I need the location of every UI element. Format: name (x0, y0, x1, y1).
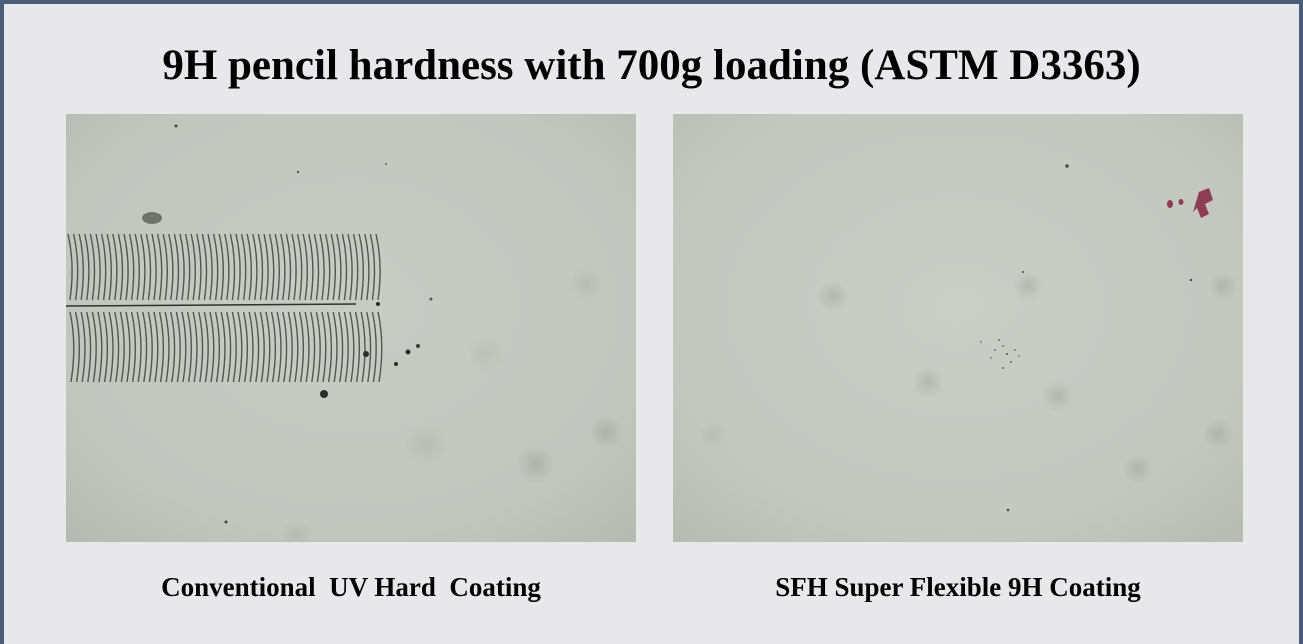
scratch-mark (358, 233, 366, 383)
scratch-mark (280, 233, 288, 383)
scratch-mark (291, 233, 299, 383)
scratch-mark (296, 233, 305, 383)
scratch-mark (207, 233, 215, 383)
scratch-mark (235, 233, 243, 383)
scratch-mark (274, 233, 282, 383)
slide-title: 9H pencil hardness with 700g loading (AS… (162, 42, 1141, 89)
scratch-mark (145, 233, 153, 383)
scratch-mark (173, 233, 181, 383)
scratch-mark (134, 233, 142, 383)
scratch-mark (67, 233, 75, 383)
scratch-mark (201, 233, 209, 383)
scratch-mark (341, 233, 349, 383)
scratch-mark (218, 233, 226, 383)
sfh-coating-photo (673, 114, 1243, 542)
scratch-mark (330, 233, 338, 383)
scratch-mark (308, 233, 316, 383)
scratch-mark (84, 233, 92, 383)
scratch-mark (224, 233, 232, 383)
scratch-mark (128, 233, 137, 383)
scratch-mark (252, 233, 260, 383)
scratch-mark (162, 233, 170, 383)
scratch-mark (229, 233, 237, 383)
scratch-mark (95, 233, 103, 383)
scratch-mark (100, 233, 109, 383)
scratch-mark (196, 233, 204, 383)
scratch-mark (268, 233, 277, 383)
scratch-mark (352, 233, 361, 383)
scratch-mark (179, 233, 187, 383)
scratch-mark (347, 233, 355, 383)
scratch-mark (78, 233, 86, 383)
scratch-mark (364, 233, 372, 383)
scratch-mark (285, 233, 293, 383)
scratch-mark (369, 233, 377, 383)
scratch-mark (212, 233, 221, 383)
scratch-mark (319, 233, 327, 383)
scratch-mark (324, 233, 333, 383)
scratch-mark (89, 233, 97, 383)
scratch-mark (106, 233, 114, 383)
scratch-mark (117, 233, 125, 383)
scratch-mark (112, 233, 120, 383)
scratch-mark (336, 233, 344, 383)
scratch-mark (156, 233, 165, 383)
conventional-coating-photo (66, 114, 636, 542)
scratch-mark (151, 233, 159, 383)
scratch-mark (313, 233, 321, 383)
conventional-coating-caption: Conventional UV Hard Coating (161, 572, 541, 602)
scratch-mark (263, 233, 271, 383)
scratch-mark (140, 233, 148, 383)
scratch-mark (240, 233, 249, 383)
scratch-mark (123, 233, 131, 383)
scratch-mark (302, 233, 310, 383)
scratch-mark (246, 233, 254, 383)
scratch-mark (168, 233, 176, 383)
scratch-mark (72, 233, 81, 383)
sfh-coating-caption: SFH Super Flexible 9H Coating (775, 572, 1141, 602)
scratch-mark (184, 233, 193, 383)
scratch-mark (190, 233, 198, 383)
scratch-mark (375, 233, 383, 383)
scratch-mark (257, 233, 265, 383)
